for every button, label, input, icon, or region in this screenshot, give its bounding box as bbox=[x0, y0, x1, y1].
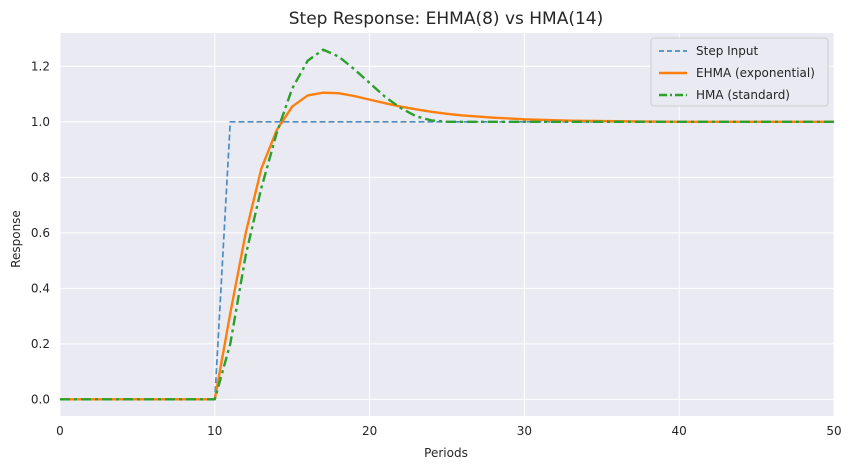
x-tick-label: 40 bbox=[672, 424, 687, 438]
legend: Step Input EHMA (exponential) HMA (standar… bbox=[650, 37, 829, 107]
grid bbox=[59, 33, 835, 416]
legend-label: EHMA (exponential) bbox=[696, 66, 815, 80]
legend-label: Step Input bbox=[696, 44, 759, 58]
x-axis-label: Periods bbox=[424, 446, 468, 460]
y-tick-label: 0.2 bbox=[31, 337, 50, 351]
y-tick-label: 0.4 bbox=[31, 281, 50, 295]
x-tick-label: 0 bbox=[56, 424, 64, 438]
x-tick-label: 30 bbox=[517, 424, 532, 438]
series-layer bbox=[60, 48, 834, 401]
chart-title: Step Response: EHMA(8) vs HMA(14) bbox=[289, 9, 604, 29]
y-tick-label: 0.8 bbox=[31, 170, 50, 184]
y-tick-label: 1.0 bbox=[31, 115, 50, 129]
y-tick-label: 1.2 bbox=[31, 59, 50, 73]
series-line-hma-standard bbox=[60, 48, 834, 401]
x-tick-label: 20 bbox=[362, 424, 377, 438]
y-tick-label: 0.0 bbox=[31, 392, 50, 406]
x-tick-label: 50 bbox=[826, 424, 841, 438]
y-tick-label: 0.6 bbox=[31, 226, 50, 240]
y-axis-label: Response bbox=[9, 210, 23, 268]
legend-label: HMA (standard) bbox=[696, 88, 790, 102]
x-tick-label: 10 bbox=[207, 424, 222, 438]
series-line-ehma-exponential bbox=[60, 91, 834, 401]
legend-box bbox=[650, 37, 829, 107]
tick-labels: 0 10 20 30 40 50 0.0 0.2 0.4 0.6 0.8 1.0 1.2 bbox=[31, 59, 842, 438]
